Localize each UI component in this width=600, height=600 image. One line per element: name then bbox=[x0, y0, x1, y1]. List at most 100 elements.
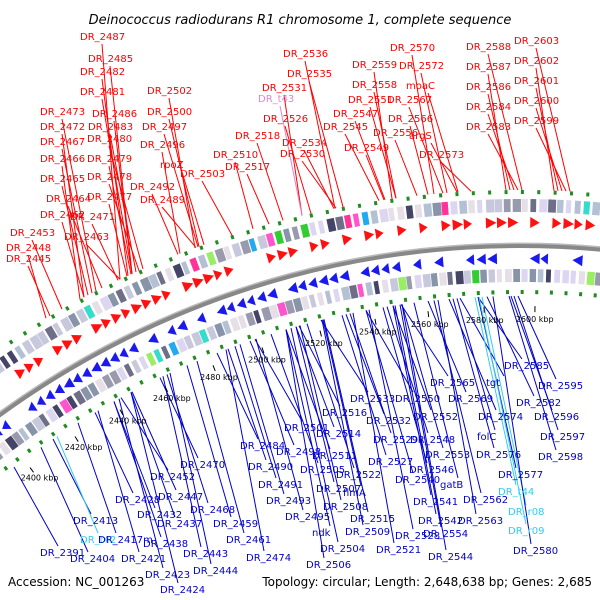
feature-block bbox=[66, 395, 78, 410]
feature-block bbox=[405, 205, 414, 219]
forward-gene-arrow bbox=[23, 363, 34, 374]
feature-block bbox=[578, 271, 586, 285]
feature-block bbox=[99, 295, 113, 311]
gene-label-dr-2478: DR_2478 bbox=[87, 172, 132, 183]
feature-block bbox=[537, 269, 544, 283]
gene-label-dr-2567: DR_2567 bbox=[387, 95, 432, 106]
forward-gene-arrow bbox=[320, 239, 330, 250]
feature-block bbox=[343, 214, 353, 229]
gc-marker bbox=[360, 304, 365, 310]
gc-marker bbox=[22, 330, 28, 336]
feature-block bbox=[29, 334, 44, 350]
feature-block bbox=[87, 382, 100, 397]
reverse-gene-arrow bbox=[298, 279, 308, 291]
feature-block bbox=[547, 199, 557, 213]
leader-line bbox=[108, 145, 144, 270]
reverse-gene-arrow bbox=[110, 351, 121, 362]
forward-gene-arrow bbox=[508, 217, 519, 229]
feature-block bbox=[300, 223, 311, 238]
gene-label-dr-2521: DR_2521 bbox=[376, 545, 421, 556]
reverse-gene-arrow bbox=[370, 264, 381, 276]
forward-gene-arrow bbox=[61, 340, 73, 351]
gene-label-dr-2527: DR_2527 bbox=[368, 457, 413, 468]
feature-block bbox=[156, 271, 166, 285]
gene-label-dr-2518: DR_2518 bbox=[235, 131, 280, 142]
feature-block bbox=[181, 261, 191, 276]
feature-block bbox=[455, 270, 464, 285]
leader-line bbox=[40, 447, 89, 553]
leader-line bbox=[256, 142, 284, 221]
gene-label-dr-2509: DR_2509 bbox=[345, 527, 390, 538]
gc-marker bbox=[50, 313, 56, 319]
gene-label-dr-2558: DR_2558 bbox=[352, 80, 397, 91]
forward-gene-arrow bbox=[71, 334, 82, 345]
feature-block bbox=[370, 210, 379, 224]
gene-label-dr-2572: DR_2572 bbox=[399, 61, 444, 72]
leader-line bbox=[320, 319, 369, 393]
leader-line bbox=[279, 105, 303, 216]
reverse-gene-arrow bbox=[434, 256, 444, 268]
gc-marker bbox=[178, 361, 184, 367]
gene-label-dr-2413: DR_2413 bbox=[73, 516, 118, 527]
feature-block bbox=[300, 295, 310, 310]
gc-marker bbox=[403, 297, 408, 303]
gene-label-dr-2577: DR_2577 bbox=[498, 470, 543, 481]
reverse-gene-arrow bbox=[287, 282, 299, 293]
gc-marker bbox=[165, 367, 170, 373]
gc-marker bbox=[94, 290, 99, 296]
feature-block bbox=[373, 280, 381, 295]
feature-block bbox=[14, 345, 26, 360]
feature-block bbox=[422, 273, 432, 288]
gc-marker bbox=[233, 339, 238, 345]
feature-block bbox=[138, 355, 149, 370]
feature-block bbox=[438, 272, 448, 286]
reverse-gene-arrow bbox=[177, 319, 189, 331]
leader-line bbox=[120, 397, 169, 471]
feature-block bbox=[463, 270, 472, 284]
gc-marker bbox=[374, 302, 379, 307]
feature-block bbox=[0, 441, 12, 456]
gc-marker bbox=[152, 373, 157, 379]
feature-block bbox=[83, 304, 96, 320]
gene-label-dr-2550: DR_2550 bbox=[395, 394, 440, 405]
gc-marker bbox=[219, 344, 224, 350]
leader-line bbox=[108, 183, 140, 271]
gene-label-dr-2467: DR_2467 bbox=[40, 137, 85, 148]
feature-block bbox=[521, 269, 528, 283]
gene-label-dr-2483: DR_2483 bbox=[88, 122, 133, 133]
leader-line bbox=[216, 352, 259, 440]
gc-marker bbox=[50, 431, 56, 437]
reverse-gene-arrow bbox=[529, 253, 540, 265]
forward-gene-arrow bbox=[161, 290, 171, 301]
feature-block bbox=[109, 369, 122, 385]
gene-label-dr-2566: DR_2566 bbox=[388, 114, 433, 125]
leader-line bbox=[448, 298, 497, 411]
feature-block bbox=[11, 431, 25, 446]
gene-label-rpoz: rpoZ bbox=[160, 160, 184, 171]
leader-line bbox=[130, 392, 179, 584]
gene-label-dr-2424: DR_2424 bbox=[160, 585, 205, 596]
scale-tick bbox=[164, 386, 169, 393]
leader-line bbox=[535, 87, 559, 191]
forward-label-leaders bbox=[27, 43, 571, 319]
leader-line bbox=[67, 205, 103, 289]
reverse-gene-arrow bbox=[540, 253, 549, 265]
gene-label-dr-2552: DR_2552 bbox=[413, 412, 458, 423]
feature-block bbox=[308, 222, 317, 236]
feature-block bbox=[257, 234, 269, 250]
gene-label-dr-r09: DR_r09 bbox=[508, 526, 544, 537]
leader-line bbox=[492, 296, 532, 545]
gene-label-dr-2600: DR_2600 bbox=[514, 96, 559, 107]
feature-block bbox=[335, 216, 345, 231]
leader-line bbox=[249, 340, 295, 446]
feature-block bbox=[237, 314, 248, 329]
feature-block bbox=[570, 270, 577, 284]
leader-line bbox=[201, 180, 233, 236]
gene-label-dr-2445: DR_2445 bbox=[6, 254, 51, 265]
leader-line bbox=[254, 338, 303, 422]
scale-tick bbox=[261, 347, 265, 354]
feature-block bbox=[160, 345, 171, 360]
leader-line bbox=[85, 243, 121, 280]
gene-label-dr-2548: DR_2548 bbox=[410, 435, 455, 446]
